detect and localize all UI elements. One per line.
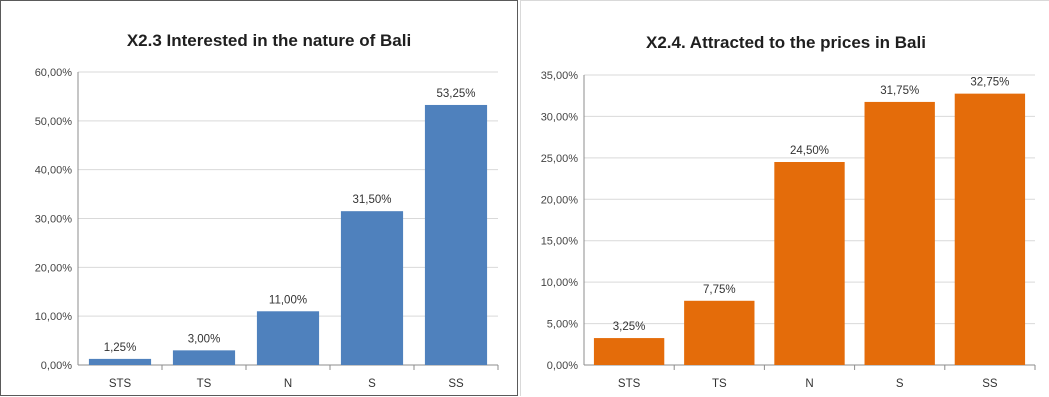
category-label: N: [284, 378, 292, 390]
category-label: S: [368, 378, 376, 390]
chart-title: X2.3 Interested in the nature of Bali: [127, 31, 411, 50]
category-label: SS: [982, 378, 998, 390]
category-label: SS: [448, 378, 464, 390]
bar: [593, 338, 665, 365]
category-label: STS: [109, 378, 132, 390]
y-tick-label: 10,00%: [35, 311, 73, 323]
data-label: 53,25%: [436, 88, 475, 100]
category-label: STS: [618, 378, 641, 390]
data-label: 3,25%: [613, 321, 646, 333]
bar-chart-nature: X2.3 Interested in the nature of Bali 0,0…: [35, 31, 499, 390]
y-tick-label: 20,00%: [35, 262, 73, 274]
bar: [172, 350, 236, 365]
data-label: 31,75%: [880, 85, 919, 97]
bar: [256, 311, 320, 365]
y-tick-label: 50,00%: [35, 116, 73, 128]
data-label: 1,25%: [104, 342, 137, 354]
y-tick-label: 0,00%: [547, 360, 578, 372]
chart-panel-nature: X2.3 Interested in the nature of Bali 0,0…: [0, 0, 518, 396]
data-label: 31,50%: [352, 194, 391, 206]
y-tick-label: 20,00%: [541, 194, 579, 206]
bar: [774, 162, 845, 365]
bar: [954, 93, 1026, 366]
y-tick-label: 30,00%: [35, 214, 73, 226]
y-tick-label: 60,00%: [35, 67, 73, 79]
y-tick-label: 10,00%: [541, 277, 579, 289]
category-label: S: [896, 378, 904, 390]
data-label: 32,75%: [970, 77, 1009, 89]
category-label: N: [805, 378, 813, 390]
bar: [684, 300, 755, 365]
data-label: 3,00%: [188, 333, 221, 345]
category-label: TS: [712, 378, 727, 390]
y-tick-label: 0,00%: [41, 360, 72, 372]
y-tick-label: 40,00%: [35, 165, 73, 177]
y-tick-label: 25,00%: [541, 153, 579, 165]
bar: [340, 211, 404, 365]
y-tick-label: 5,00%: [547, 319, 578, 331]
y-tick-label: 15,00%: [541, 236, 579, 248]
data-label: 11,00%: [269, 294, 307, 306]
y-tick-label: 35,00%: [541, 70, 579, 82]
chart-title: X2.4. Attracted to the prices in Bali: [646, 33, 926, 52]
bar-chart-prices: X2.4. Attracted to the prices in Bali 0,0…: [541, 33, 1036, 390]
bar: [864, 101, 935, 365]
category-label: TS: [197, 378, 212, 390]
data-label: 7,75%: [703, 284, 736, 296]
chart-panel-prices: X2.4. Attracted to the prices in Bali 0,0…: [520, 0, 1049, 396]
y-tick-label: 30,00%: [541, 111, 579, 123]
data-label: 24,50%: [790, 145, 829, 157]
bar: [88, 358, 152, 365]
bar: [424, 104, 488, 366]
